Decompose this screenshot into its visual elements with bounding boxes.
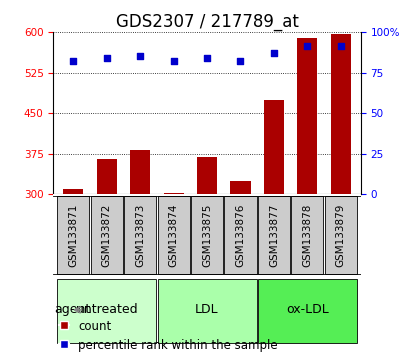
Point xyxy=(337,44,343,49)
Bar xyxy=(63,189,83,194)
FancyBboxPatch shape xyxy=(124,196,156,274)
Bar xyxy=(297,38,317,194)
FancyBboxPatch shape xyxy=(57,279,156,343)
Legend: count, percentile rank within the sample: count, percentile rank within the sample xyxy=(59,320,277,352)
FancyBboxPatch shape xyxy=(290,196,323,274)
FancyBboxPatch shape xyxy=(57,196,89,274)
Text: GSM133874: GSM133874 xyxy=(168,204,178,267)
Text: GSM133877: GSM133877 xyxy=(268,204,278,267)
Text: GSM133873: GSM133873 xyxy=(135,204,145,267)
Text: ox-LDL: ox-LDL xyxy=(285,303,328,316)
Point xyxy=(170,58,176,64)
FancyBboxPatch shape xyxy=(224,196,256,274)
Bar xyxy=(163,193,183,194)
Title: GDS2307 / 217789_at: GDS2307 / 217789_at xyxy=(115,13,298,30)
Bar xyxy=(97,159,117,194)
Text: agent: agent xyxy=(54,303,90,316)
Text: GSM133875: GSM133875 xyxy=(202,204,211,267)
FancyBboxPatch shape xyxy=(324,196,356,274)
FancyBboxPatch shape xyxy=(157,196,189,274)
Bar xyxy=(263,99,283,194)
Point xyxy=(203,55,210,61)
Point xyxy=(270,50,276,56)
FancyBboxPatch shape xyxy=(90,196,123,274)
Bar xyxy=(130,150,150,194)
Text: untreated: untreated xyxy=(76,303,137,316)
Bar xyxy=(230,181,250,194)
Text: LDL: LDL xyxy=(195,303,218,316)
Text: GSM133878: GSM133878 xyxy=(301,204,312,267)
FancyBboxPatch shape xyxy=(257,279,356,343)
Point xyxy=(103,55,110,61)
Point xyxy=(237,58,243,64)
Text: GSM133872: GSM133872 xyxy=(101,204,112,267)
Point xyxy=(137,53,143,59)
FancyBboxPatch shape xyxy=(191,196,222,274)
Bar xyxy=(197,156,216,194)
Text: GSM133876: GSM133876 xyxy=(235,204,245,267)
FancyBboxPatch shape xyxy=(157,279,256,343)
FancyBboxPatch shape xyxy=(257,196,289,274)
Text: GSM133879: GSM133879 xyxy=(335,204,345,267)
Point xyxy=(303,44,310,49)
Bar xyxy=(330,34,350,194)
Text: GSM133871: GSM133871 xyxy=(68,204,78,267)
Point xyxy=(70,58,76,64)
